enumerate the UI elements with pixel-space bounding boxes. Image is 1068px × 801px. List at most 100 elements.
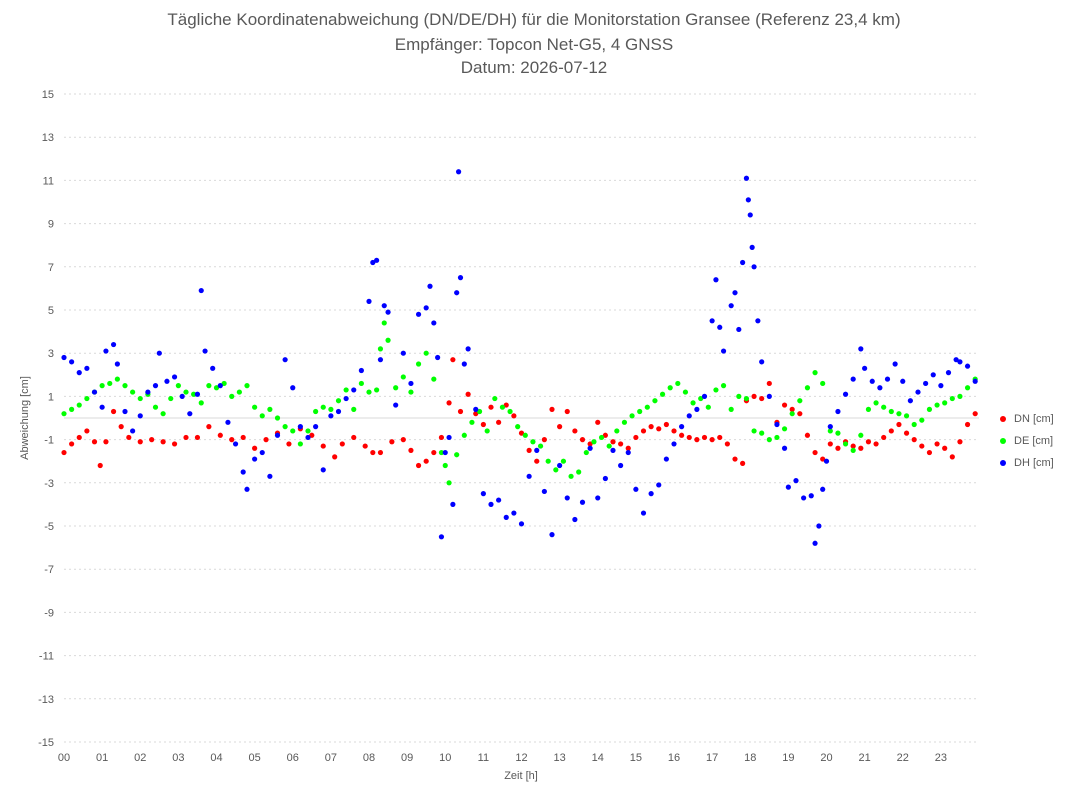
data-point bbox=[728, 406, 734, 412]
data-point bbox=[766, 380, 772, 387]
x-tick-label: 19 bbox=[782, 752, 794, 764]
data-point bbox=[789, 411, 795, 417]
data-point bbox=[476, 408, 483, 415]
data-point bbox=[850, 447, 856, 453]
data-point bbox=[621, 419, 628, 425]
data-point bbox=[377, 357, 384, 363]
x-tick-label: 07 bbox=[325, 752, 337, 764]
data-point bbox=[793, 478, 799, 484]
data-point bbox=[175, 383, 181, 389]
legend-label: DE [cm] bbox=[1014, 435, 1054, 447]
data-point bbox=[103, 439, 109, 445]
y-axis-label: Abweichung [cm] bbox=[19, 376, 31, 460]
data-point bbox=[625, 445, 631, 451]
data-point bbox=[656, 482, 662, 488]
data-point bbox=[534, 458, 540, 464]
data-point bbox=[229, 393, 235, 399]
data-point bbox=[526, 447, 532, 453]
data-point bbox=[614, 428, 620, 434]
data-point bbox=[713, 387, 719, 393]
data-point bbox=[842, 441, 849, 447]
data-point bbox=[377, 346, 384, 352]
data-point bbox=[553, 467, 559, 473]
data-point bbox=[774, 421, 780, 428]
x-tick-label: 15 bbox=[630, 752, 642, 764]
data-point bbox=[637, 408, 643, 415]
data-point bbox=[827, 424, 833, 430]
data-point bbox=[896, 421, 902, 428]
data-point bbox=[656, 426, 662, 432]
data-point bbox=[877, 385, 883, 391]
data-point bbox=[766, 393, 772, 399]
data-point bbox=[320, 404, 326, 410]
data-point bbox=[76, 402, 82, 408]
data-point bbox=[335, 408, 342, 415]
legend-label: DH [cm] bbox=[1014, 457, 1054, 469]
data-point bbox=[461, 432, 467, 438]
data-point bbox=[713, 277, 719, 283]
data-point bbox=[450, 501, 456, 507]
data-point bbox=[507, 408, 513, 415]
data-point bbox=[896, 411, 902, 417]
data-point bbox=[888, 428, 894, 434]
y-tick-label: 5 bbox=[48, 305, 54, 317]
data-point bbox=[438, 434, 445, 441]
data-point bbox=[625, 449, 631, 456]
data-point bbox=[606, 443, 612, 449]
data-point bbox=[84, 395, 90, 402]
data-point bbox=[564, 495, 570, 501]
data-point bbox=[286, 441, 292, 447]
data-point bbox=[812, 540, 818, 546]
data-point bbox=[618, 441, 624, 447]
data-point bbox=[198, 400, 204, 406]
data-point bbox=[492, 395, 498, 402]
x-tick-label: 02 bbox=[134, 752, 146, 764]
data-point bbox=[629, 413, 635, 419]
data-point bbox=[183, 434, 189, 441]
data-point bbox=[160, 439, 166, 445]
data-point bbox=[110, 341, 117, 348]
data-point bbox=[717, 434, 723, 441]
y-tick-label: -11 bbox=[39, 651, 54, 663]
data-point bbox=[576, 469, 582, 475]
data-point bbox=[343, 395, 349, 402]
chart-title: Tägliche Koordinatenabweichung (DN/DE/DH… bbox=[167, 10, 901, 29]
x-tick-label: 23 bbox=[935, 752, 947, 764]
y-tick-label: 1 bbox=[48, 391, 54, 403]
data-point bbox=[61, 354, 67, 361]
data-point bbox=[686, 434, 692, 441]
data-point bbox=[431, 449, 437, 456]
y-tick-label: 13 bbox=[42, 132, 54, 144]
data-point bbox=[587, 441, 593, 447]
data-point bbox=[903, 413, 910, 419]
data-point bbox=[732, 456, 738, 462]
data-point bbox=[259, 413, 265, 419]
data-point bbox=[244, 486, 250, 492]
data-point bbox=[949, 454, 955, 460]
data-point bbox=[972, 378, 978, 384]
data-point bbox=[297, 441, 303, 447]
data-point bbox=[515, 424, 521, 430]
data-point bbox=[911, 437, 917, 443]
data-point bbox=[690, 400, 696, 406]
data-point bbox=[869, 378, 875, 384]
data-point bbox=[114, 376, 120, 382]
data-point bbox=[823, 458, 830, 464]
y-tick-labels: 15 13 11 9 7 5 3 1 -1 -3 -5 -7 -9 -11 -13 -15 bbox=[38, 89, 54, 749]
x-tick-label: 20 bbox=[820, 752, 832, 764]
data-point bbox=[351, 387, 357, 393]
data-point bbox=[534, 447, 540, 453]
data-point bbox=[797, 398, 803, 404]
data-point bbox=[679, 424, 685, 430]
data-point bbox=[400, 350, 406, 356]
data-point bbox=[633, 434, 639, 441]
data-point bbox=[107, 380, 113, 387]
data-point bbox=[888, 408, 894, 415]
data-point bbox=[686, 413, 692, 419]
data-point bbox=[423, 350, 429, 356]
gridlines bbox=[64, 93, 979, 743]
data-point bbox=[820, 486, 826, 492]
data-point bbox=[171, 441, 178, 447]
legend-marker bbox=[1000, 416, 1006, 422]
data-point bbox=[816, 523, 822, 529]
